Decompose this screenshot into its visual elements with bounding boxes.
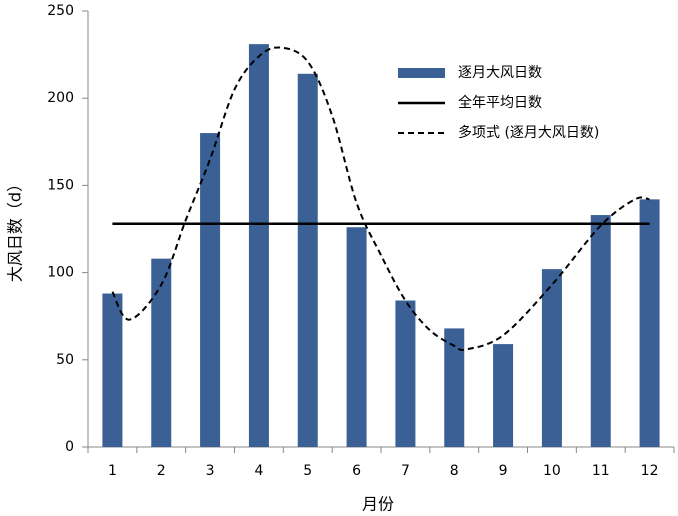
bar xyxy=(151,258,172,447)
y-tick-label: 150 xyxy=(47,177,74,193)
x-tick-label: 5 xyxy=(303,463,312,479)
bar xyxy=(395,300,416,447)
x-tick-label: 3 xyxy=(206,463,215,479)
legend-swatch xyxy=(398,68,445,78)
y-axis-label: 大风日数（d） xyxy=(6,176,25,282)
legend-label: 多项式 (逐月大风日数) xyxy=(458,124,599,141)
x-axis-label: 月份 xyxy=(362,495,394,514)
bar xyxy=(346,227,367,447)
x-tick-label: 6 xyxy=(352,463,361,479)
x-tick-label: 8 xyxy=(450,463,459,479)
x-tick-label: 10 xyxy=(543,463,561,479)
y-tick-label: 0 xyxy=(65,439,74,455)
bar xyxy=(248,44,269,448)
x-tick-label: 4 xyxy=(254,463,263,479)
bar xyxy=(297,73,318,447)
bar xyxy=(639,199,660,447)
y-tick-label: 100 xyxy=(47,265,74,281)
bar xyxy=(590,215,611,447)
trend-curve xyxy=(111,46,650,351)
y-tick-label: 200 xyxy=(47,90,74,106)
bar xyxy=(444,328,465,447)
x-tick-label: 11 xyxy=(592,463,610,479)
x-tick-label: 7 xyxy=(401,463,410,479)
legend-label: 全年平均日数 xyxy=(458,94,542,111)
x-tick-label: 1 xyxy=(108,463,117,479)
bar xyxy=(200,133,221,447)
x-tick-label: 2 xyxy=(157,463,166,479)
bar xyxy=(541,269,562,447)
bar xyxy=(493,344,514,447)
legend-label: 逐月大风日数 xyxy=(458,65,542,81)
x-tick-label: 12 xyxy=(641,463,659,479)
y-tick-label: 250 xyxy=(47,3,74,19)
y-tick-label: 50 xyxy=(56,352,74,368)
x-tick-label: 9 xyxy=(499,463,508,479)
bar xyxy=(102,293,123,447)
